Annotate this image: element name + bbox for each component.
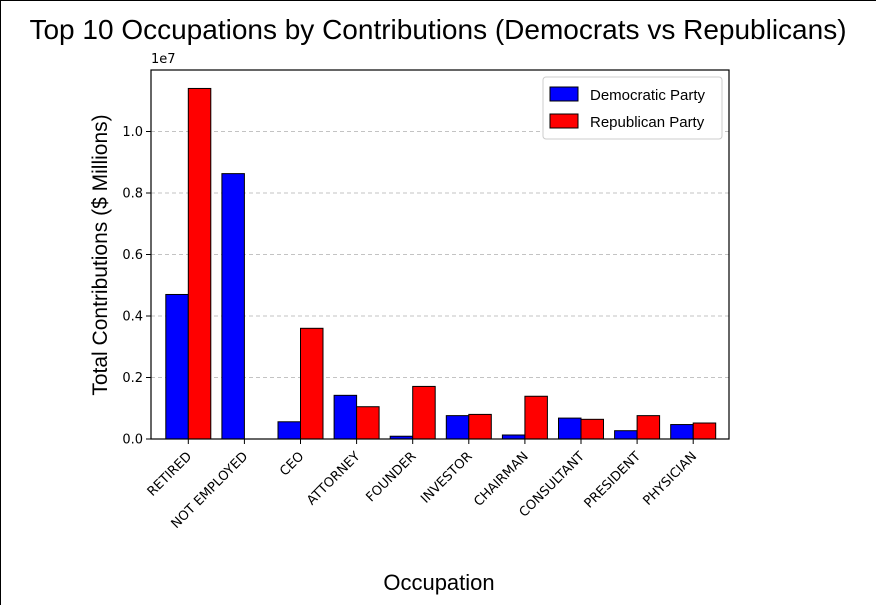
y-tick-label: 0.2 [122, 371, 143, 386]
legend-box [542, 76, 723, 140]
x-tick-label: FOUNDER [364, 449, 420, 505]
x-tick-label: CHAIRMAN [471, 449, 531, 509]
x-axis-label: Occupation [383, 570, 494, 595]
y-tick-label: 0.8 [122, 187, 143, 202]
bar-republican-ceo [300, 327, 324, 440]
bar-democratic-not-employed [221, 173, 245, 440]
legend-swatch-republican [549, 113, 579, 129]
bars-group [165, 87, 717, 440]
x-tick-label: CEO [277, 449, 307, 479]
y-tick-label: 1.0 [122, 125, 143, 140]
bar-republican-retired [187, 87, 212, 440]
bar-republican-chairman [524, 395, 548, 440]
legend: Democratic Party Republican Party [542, 76, 723, 140]
bar-republican-investor [468, 413, 492, 440]
y-grid [151, 131, 729, 378]
bar-democratic-retired [165, 293, 189, 440]
bar-democratic-president [614, 430, 638, 440]
x-tick-label: PHYSICIAN [641, 449, 701, 509]
bar-democratic-attorney [333, 394, 358, 440]
x-tick-label: INVESTOR [418, 449, 475, 506]
bar-democratic-investor [445, 415, 470, 440]
bar-democratic-ceo [277, 421, 301, 440]
bar-republican-physician [692, 422, 717, 440]
plot-frame [150, 69, 730, 440]
x-tick-label: PRESIDENT [582, 449, 644, 511]
bar-republican-consultant [580, 418, 604, 440]
legend-label-democratic: Democratic Party [590, 87, 706, 104]
y-tick-label: 0.4 [122, 310, 143, 325]
bar-republican-attorney [356, 406, 380, 440]
x-tick-label: RETIRED [145, 449, 195, 499]
y-tick-label: 0.0 [122, 433, 143, 448]
bar-republican-founder [412, 385, 436, 440]
x-tick-label: ATTORNEY [304, 449, 363, 508]
bar-republican-president [636, 415, 661, 440]
legend-swatch-democratic [549, 86, 579, 102]
y-axis-label: Total Contributions ($ Millions) [89, 114, 112, 395]
bar-democratic-consultant [558, 417, 582, 440]
legend-label-republican: Republican Party [590, 114, 705, 131]
y-tick-label: 0.6 [122, 248, 143, 263]
bar-democratic-physician [670, 424, 694, 440]
y-offset-label: 1e7 [151, 52, 176, 67]
chart-title: Top 10 Occupations by Contributions (Dem… [29, 14, 846, 45]
y-ticks: 0.0 0.2 0.4 0.6 0.8 1.0 [122, 125, 151, 448]
